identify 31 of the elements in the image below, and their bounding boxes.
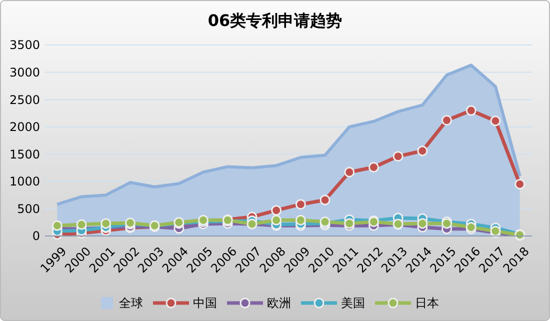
point (271, 205, 282, 216)
legend-label: 中国 (193, 296, 217, 310)
point (368, 162, 379, 172)
point (392, 151, 404, 162)
point (320, 194, 330, 206)
legend-label: 美国 (341, 296, 365, 310)
y-tick-label: 0 (32, 229, 40, 244)
point (466, 105, 476, 116)
point (417, 146, 428, 156)
point (271, 214, 282, 226)
point (52, 220, 62, 231)
point (100, 218, 112, 229)
legend-label: 日本 (415, 296, 439, 310)
point (344, 166, 355, 178)
legend-label: 全球 (119, 296, 143, 310)
y-tick-label: 500 (17, 202, 40, 216)
y-tick-label: 3500 (9, 38, 40, 52)
point (442, 115, 452, 126)
point (417, 218, 428, 229)
point (514, 178, 526, 190)
point (490, 116, 501, 126)
y-tick-label: 2000 (9, 120, 40, 134)
y-tick-label: 2500 (9, 92, 40, 107)
legend-label: 欧洲 (267, 296, 291, 310)
y-tick-label: 3000 (9, 65, 40, 80)
y-tick-label: 1000 (9, 174, 40, 189)
chart-title: 06类专利申请趋势 (208, 11, 342, 30)
point (295, 214, 306, 226)
point (76, 219, 87, 230)
y-tick-label: 1500 (9, 147, 40, 162)
point (295, 199, 306, 210)
